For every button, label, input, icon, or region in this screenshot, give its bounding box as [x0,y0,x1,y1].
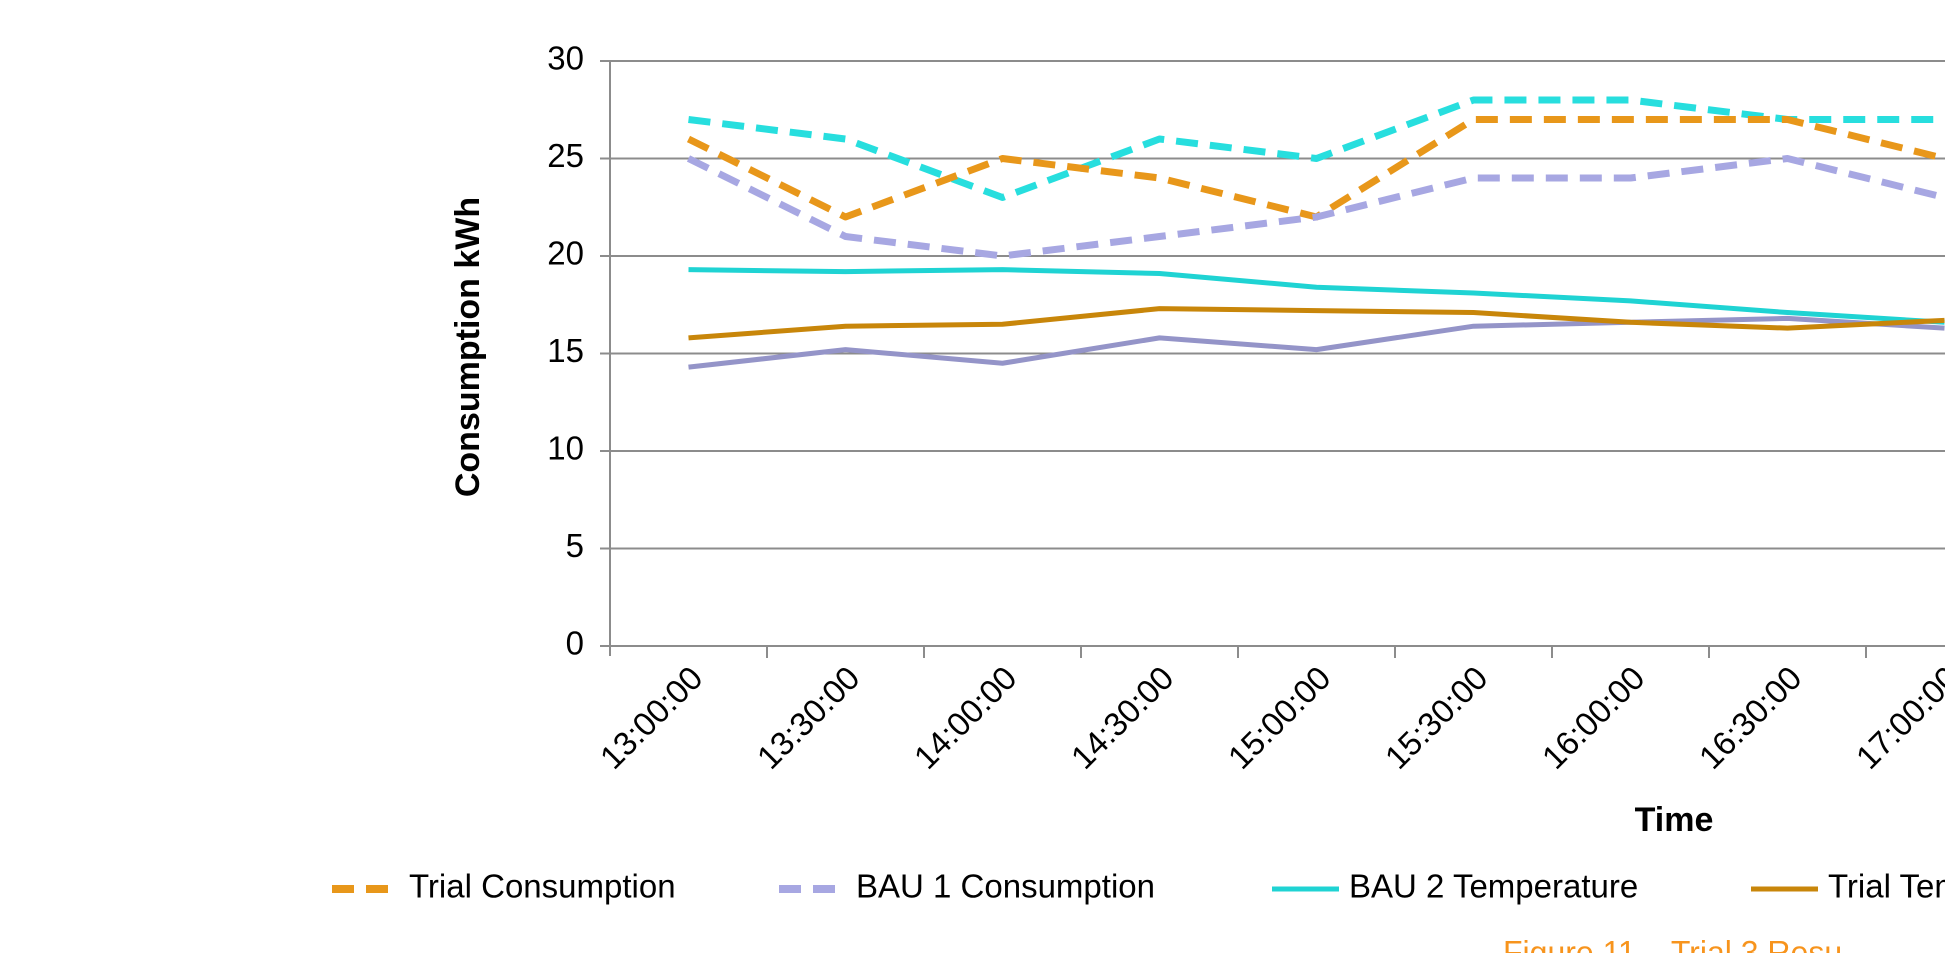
y-tick-label: 0 [566,625,584,662]
y-tick-label: 30 [547,40,584,77]
y-tick-label: 5 [566,527,584,564]
y-tick-label: 15 [547,332,584,369]
y-tick-label: 10 [547,430,584,467]
x-tick-label: 16:30:00 [1692,659,1809,776]
legend-label: BAU 1 Consumption [856,868,1155,905]
y-tick-label: 25 [547,137,584,174]
series-line [688,315,1945,370]
series-line [688,96,1945,201]
x-tick-label: 17:00:00 [1849,659,1945,776]
legend-label: Trial Temperature [1828,868,1945,905]
x-axis-title: Time [1635,801,1714,839]
legend-label: Trial Consumption [409,868,676,905]
x-tick-label: 15:30:00 [1378,659,1495,776]
legend-label: BAU 2 Temperature [1349,868,1638,905]
series-line [686,116,1945,221]
x-tick-label: 13:30:00 [750,659,867,776]
x-tick-label: 15:00:00 [1221,659,1338,776]
series-line [686,155,1945,260]
caption: Figure 11 – Trial 3 Resu [1503,934,1842,953]
y-axis-title: Consumption kWh [449,197,487,497]
series-line [688,267,1945,325]
x-tick-label: 14:00:00 [907,659,1024,776]
series-line [688,306,1945,341]
x-tick-label: 13:00:00 [593,659,710,776]
x-tick-label: 16:00:00 [1535,659,1652,776]
x-tick-label: 14:30:00 [1064,659,1181,776]
y-tick-label: 20 [547,235,584,272]
